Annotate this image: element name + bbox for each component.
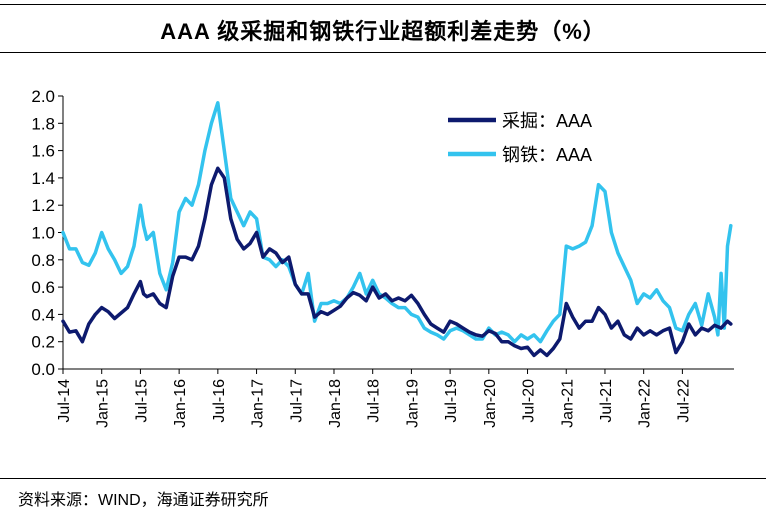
y-tick-label: 1.8 [31,114,55,133]
y-tick-label: 1.4 [31,169,55,188]
y-tick-label: 1.2 [31,196,55,215]
y-tick-label: 0.6 [31,278,55,297]
y-tick-label: 0.8 [31,251,55,270]
x-tick-label: Jul-20 [521,379,538,423]
y-tick-label: 0.0 [31,360,55,379]
legend-label: 钢铁：AAA [502,145,592,165]
x-tick-label: Jul-22 [675,379,692,423]
series-line [61,101,733,344]
chart-title: AAA 级采掘和钢铁行业超额利差走势（%） [160,19,606,44]
x-axis: Jul-14 Jan-15 Jul-15 Jan-16 Jul-16 Jan-17 Jul-… [56,368,734,428]
series-lines [61,101,733,358]
x-tick-label: Jul-21 [598,379,615,423]
x-tick-label: Jan-17 [250,379,267,428]
x-tick-label: Jul-18 [366,379,383,423]
bottom-rule [0,478,766,479]
title-underline [0,52,766,53]
legend-label: 采掘：AAA [502,111,592,131]
source-note: 资料来源：WIND，海通证券研究所 [18,492,269,509]
y-axis: 0.0 0.2 0.4 0.6 0.8 1.0 1.2 1.4 1.6 1.8 2.0 [31,87,64,379]
x-tick-label: Jul-16 [211,379,228,423]
x-tick-label: Jul-15 [133,379,150,423]
y-tick-label: 2.0 [31,87,55,106]
x-tick-label: Jul-19 [443,379,460,423]
series-line [61,166,733,358]
x-tick-label: Jul-14 [56,379,73,423]
y-tick-label: 0.2 [31,333,55,352]
x-tick-label: Jan-22 [637,379,654,428]
y-tick-label: 0.4 [31,305,55,324]
x-tick-label: Jan-19 [404,379,421,428]
x-tick-label: Jan-16 [172,379,189,428]
x-tick-label: Jan-15 [95,379,112,428]
y-tick-label: 1.0 [31,224,55,243]
x-tick-label: Jan-20 [482,379,499,428]
top-rule [0,4,766,5]
legend: 采掘：AAA 钢铁：AAA [448,111,592,165]
x-tick-label: Jan-18 [327,379,344,428]
x-tick-label: Jan-21 [559,379,576,428]
x-tick-label: Jul-17 [288,379,305,423]
y-tick-label: 1.6 [31,142,55,161]
